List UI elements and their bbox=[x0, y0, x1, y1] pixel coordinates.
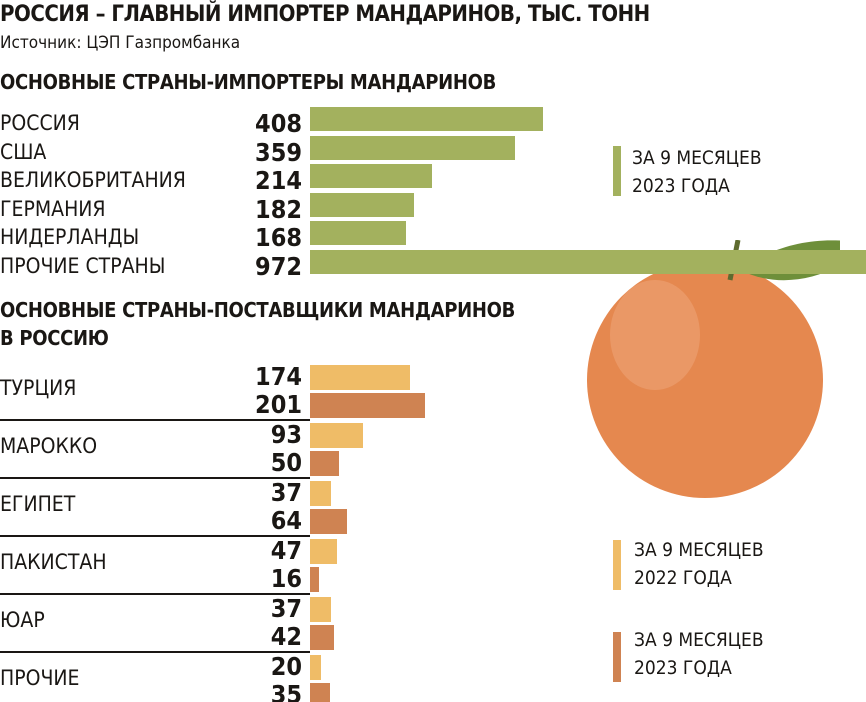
category-label: МАРОККО bbox=[0, 434, 98, 458]
suppliers-heading-line2: В РОССИЮ bbox=[0, 326, 109, 350]
row-divider bbox=[0, 535, 310, 537]
legend-text: ЗА 9 МЕСЯЦЕВ bbox=[632, 147, 762, 169]
bar bbox=[310, 597, 332, 622]
suppliers-heading-line1: ОСНОВНЫЕ СТРАНЫ-ПОСТАВЩИКИ МАНДАРИНОВ bbox=[0, 298, 516, 322]
value-label: 20 bbox=[270, 652, 302, 681]
category-label: ТУРЦИЯ bbox=[0, 376, 77, 400]
bar bbox=[310, 192, 415, 217]
chart-title: РОССИЯ – ГЛАВНЫЙ ИМПОРТЕР МАНДАРИНОВ, ТЫ… bbox=[0, 2, 650, 27]
value-label: 64 bbox=[270, 506, 302, 535]
value-label: 972 bbox=[255, 251, 302, 281]
value-label: 182 bbox=[255, 194, 302, 224]
category-label: ГЕРМАНИЯ bbox=[0, 196, 106, 221]
legend-text: ЗА 9 МЕСЯЦЕВ bbox=[634, 539, 764, 561]
category-label: РОССИЯ bbox=[0, 111, 80, 135]
value-label: 408 bbox=[255, 109, 302, 138]
importers-heading: ОСНОВНЫЕ СТРАНЫ-ИМПОРТЕРЫ МАНДАРИНОВ bbox=[0, 70, 497, 94]
row-divider bbox=[0, 419, 310, 421]
legend-text: 2023 ГОДА bbox=[632, 175, 730, 197]
value-label: 37 bbox=[270, 594, 302, 623]
row-divider bbox=[0, 477, 310, 479]
value-label: 93 bbox=[270, 420, 302, 449]
value-label: 35 bbox=[270, 680, 302, 702]
bar bbox=[310, 107, 544, 131]
bar bbox=[310, 539, 337, 564]
bar bbox=[310, 393, 425, 418]
legend-text: ЗА 9 МЕСЯЦЕВ bbox=[634, 629, 764, 651]
value-label: 168 bbox=[255, 223, 302, 252]
value-label: 47 bbox=[270, 536, 302, 565]
source-note: Источник: ЦЭП Газпромбанка bbox=[0, 33, 241, 53]
row-divider bbox=[0, 651, 310, 653]
bar bbox=[310, 625, 335, 650]
legend-text: 2022 ГОДА bbox=[634, 567, 732, 589]
bar bbox=[310, 567, 320, 592]
tangerine-illustration bbox=[587, 240, 840, 498]
category-label: ВЕЛИКОБРИТАНИЯ bbox=[0, 168, 186, 192]
category-label: США bbox=[0, 139, 47, 164]
value-label: 16 bbox=[270, 564, 302, 593]
value-label: 359 bbox=[255, 137, 302, 167]
bar bbox=[310, 221, 407, 245]
bar bbox=[310, 423, 364, 448]
category-label: ПРОЧИЕ bbox=[0, 666, 80, 690]
bar bbox=[310, 481, 332, 506]
bar bbox=[310, 164, 433, 188]
legend-swatch-2023 bbox=[613, 632, 621, 682]
category-label: ЕГИПЕТ bbox=[0, 492, 76, 516]
legend-swatch-2023-green bbox=[613, 146, 621, 196]
category-label: НИДЕРЛАНДЫ bbox=[0, 225, 140, 249]
bar bbox=[310, 249, 866, 274]
bar bbox=[310, 655, 322, 680]
category-label: ЮАР bbox=[0, 608, 45, 632]
value-label: 214 bbox=[255, 166, 302, 195]
legend-swatch-2022 bbox=[613, 540, 621, 590]
category-label: ПРОЧИЕ СТРАНЫ bbox=[0, 253, 166, 278]
row-divider bbox=[0, 593, 310, 595]
value-label: 37 bbox=[270, 478, 302, 507]
value-label: 174 bbox=[255, 362, 302, 391]
value-label: 50 bbox=[270, 448, 302, 477]
category-label: ПАКИСТАН bbox=[0, 550, 107, 574]
bar bbox=[310, 683, 331, 702]
legend-text: 2023 ГОДА bbox=[634, 657, 732, 679]
bar bbox=[310, 451, 339, 476]
bar bbox=[310, 365, 410, 390]
value-label: 42 bbox=[270, 622, 302, 651]
bar bbox=[310, 135, 516, 160]
value-label: 201 bbox=[255, 390, 302, 419]
bar bbox=[310, 509, 347, 534]
